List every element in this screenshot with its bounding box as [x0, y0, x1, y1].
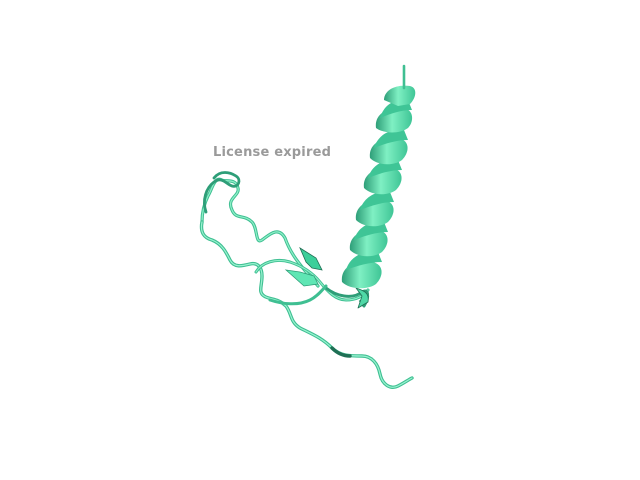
alpha-helix — [325, 64, 416, 309]
beta-strands — [284, 246, 323, 287]
helix-turns — [341, 85, 416, 289]
coil-lower-connector — [268, 284, 328, 306]
beta-strand-arrow — [284, 269, 319, 287]
coil-loops — [199, 171, 414, 389]
license-watermark: License expired — [213, 145, 332, 160]
coil-tangle — [203, 171, 241, 214]
beta-strand-arrow — [299, 246, 323, 271]
